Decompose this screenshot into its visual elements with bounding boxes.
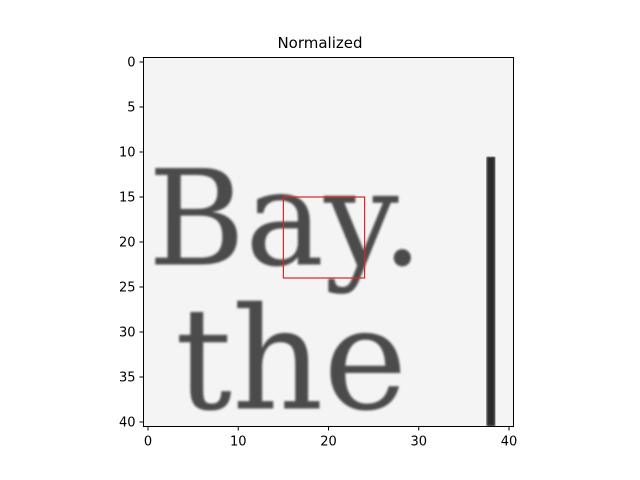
image-background: [143, 57, 514, 427]
x-tick-label: 30: [410, 435, 427, 450]
x-tick-label: 10: [230, 435, 247, 450]
y-tick-label: 0: [127, 56, 135, 71]
image-vertical-bar: [486, 156, 496, 427]
y-tick-label: 5: [127, 101, 135, 116]
y-tick-label: 35: [119, 371, 136, 386]
x-tick-label: 0: [144, 435, 152, 450]
image-glyph-0: Bay.: [148, 143, 423, 297]
chart-title: Normalized: [277, 34, 363, 52]
y-tick-label: 10: [119, 146, 136, 161]
y-tick-label: 30: [119, 326, 136, 341]
image-glyph-1: the: [175, 278, 407, 443]
y-tick-label: 40: [119, 416, 136, 431]
image-layer: Bay.the: [148, 143, 496, 443]
y-tick-label: 15: [119, 191, 136, 206]
x-tick-label: 20: [320, 435, 337, 450]
x-tick-label: 40: [501, 435, 518, 450]
y-tick-label: 20: [119, 236, 136, 251]
highlight-box: [282, 196, 366, 279]
y-tick-label: 25: [119, 281, 136, 296]
